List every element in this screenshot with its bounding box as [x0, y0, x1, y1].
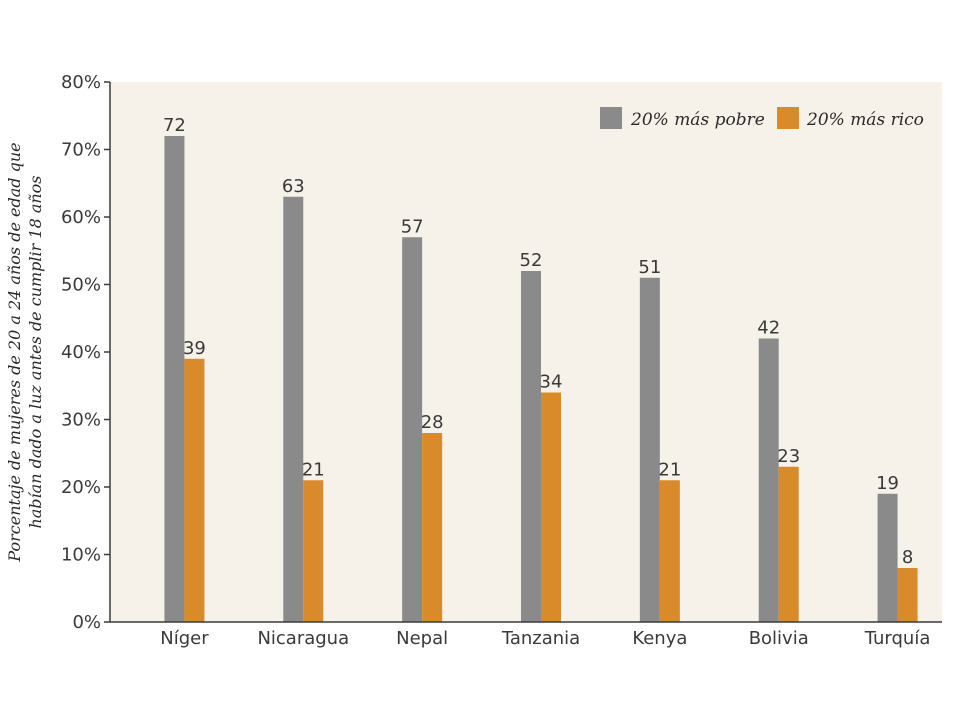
bar-value-label: 19: [876, 473, 899, 494]
legend-label-richest: 20% más rico: [806, 110, 924, 130]
bar-richest: [422, 433, 443, 622]
y-axis-label-line-2: habían dado a luz antes de cumplir 18 añ…: [26, 175, 45, 528]
bar-value-label: 28: [421, 412, 444, 433]
y-tick-label: 40%: [61, 342, 101, 363]
bar-richest: [184, 358, 205, 622]
bar-richest: [659, 480, 680, 622]
y-axis-ticks: 0% 10% 20% 30% 40% 50% 60% 70% 80%: [61, 72, 110, 633]
category-label: Turquía: [864, 628, 931, 649]
y-tick-label: 80%: [61, 72, 101, 93]
category-labels: Níger Nicaragua Nepal Tanzania Kenya Bolivia T…: [160, 628, 930, 649]
bar-poorest: [877, 493, 898, 622]
y-tick-label: 70%: [61, 140, 101, 161]
bar-value-label: 51: [638, 257, 661, 278]
y-tick-label: 20%: [61, 477, 101, 498]
category-label: Nepal: [396, 628, 448, 649]
category-label: Bolivia: [749, 628, 809, 649]
bar-value-label: 52: [520, 250, 543, 271]
bar-poorest: [521, 271, 541, 622]
bars: [164, 136, 918, 622]
bar-value-label: 72: [163, 115, 186, 136]
y-tick-label: 60%: [61, 207, 101, 228]
bar-poorest: [164, 136, 185, 622]
bar-value-label: 21: [302, 459, 325, 480]
y-tick-label: 50%: [61, 275, 101, 296]
y-tick-label: 0%: [72, 612, 101, 633]
bar-richest: [303, 480, 324, 622]
legend-swatch-poorest: [600, 107, 622, 129]
bar-value-label: 21: [658, 459, 681, 480]
bar-value-label: 8: [902, 547, 913, 568]
bar-value-label: 63: [282, 176, 305, 197]
bar-value-label: 23: [777, 446, 800, 467]
bar-value-label: 34: [540, 372, 563, 393]
category-label: Nicaragua: [257, 628, 349, 649]
category-label: Níger: [160, 628, 209, 649]
bar-value-label: 57: [401, 216, 424, 237]
y-axis-label: Porcentaje de mujeres de 20 a 24 años de…: [5, 142, 45, 562]
category-label: Tanzania: [501, 628, 580, 649]
bar-richest: [541, 392, 561, 622]
y-tick-label: 30%: [61, 410, 101, 431]
legend: 20% más pobre 20% más rico: [600, 107, 924, 130]
bar-value-label: 39: [183, 338, 206, 359]
bar-richest: [778, 466, 799, 622]
bar-poorest: [758, 338, 779, 622]
legend-label-poorest: 20% más pobre: [630, 110, 765, 130]
bar-poorest: [283, 196, 304, 622]
y-tick-label: 10%: [61, 545, 101, 566]
value-labels: 72 39 63 21 57 28 52 34 51 21 42 23 19 8: [163, 115, 913, 568]
y-axis-label-line-1: Porcentaje de mujeres de 20 a 24 años de…: [5, 142, 24, 562]
category-label: Kenya: [632, 628, 687, 649]
bar-poorest: [402, 237, 423, 622]
legend-swatch-richest: [777, 107, 799, 129]
bar-value-label: 42: [757, 318, 780, 339]
bar-richest: [897, 568, 918, 622]
bar-poorest: [639, 277, 660, 622]
